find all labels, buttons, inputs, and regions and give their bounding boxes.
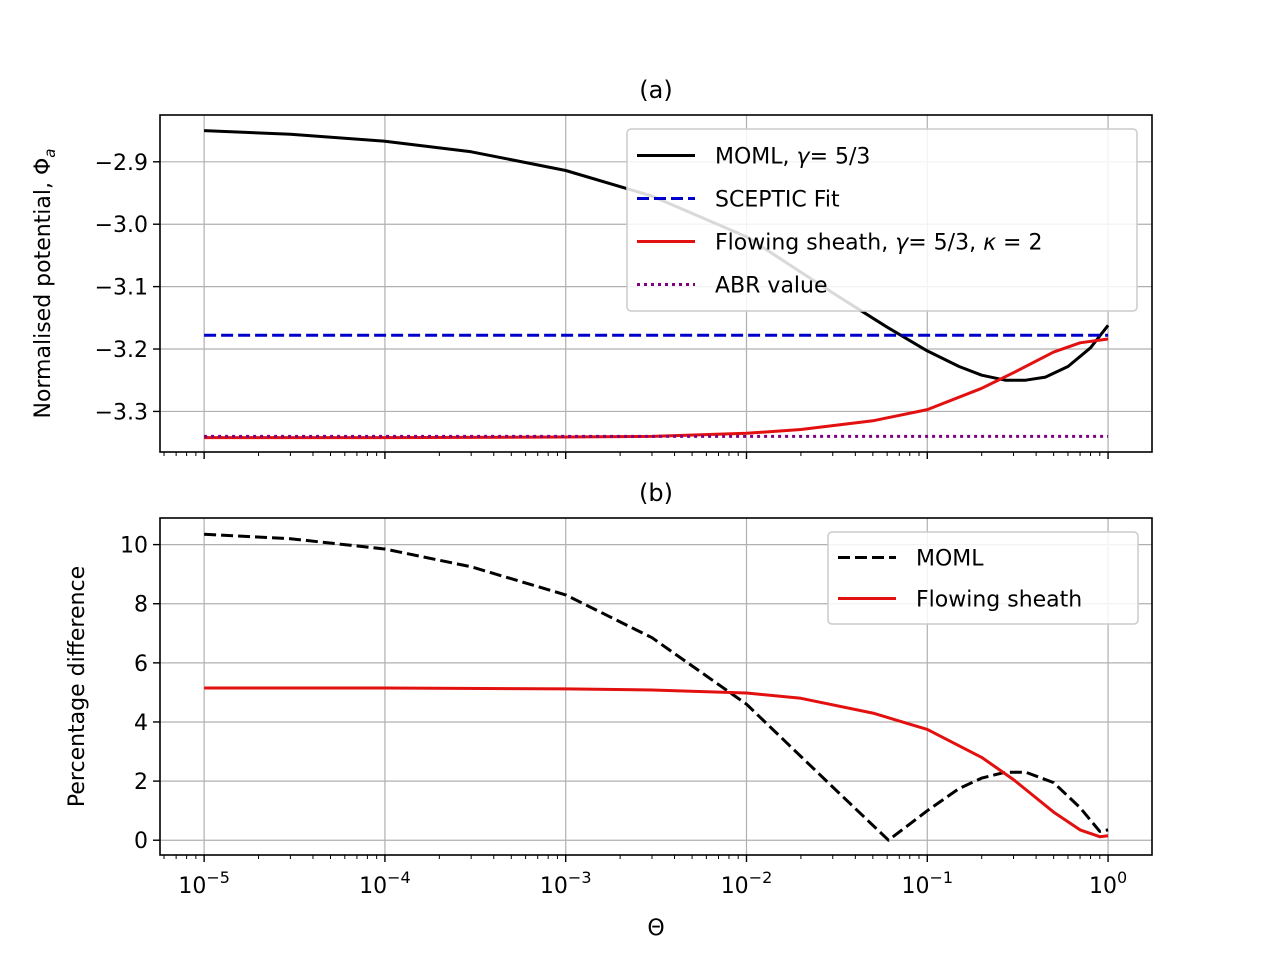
panel-b-frame (159, 517, 1153, 856)
y-tick-label: 2 (134, 770, 148, 795)
panel-a-ticks: −3.3 −3.2 −3.1 −3.0 −2.9 (95, 151, 1109, 459)
panel-b-title: (b) (639, 479, 673, 507)
series-line-1 (204, 129, 1110, 382)
x-tick-label: 10−3 (540, 868, 592, 899)
x-tick-label: 10−5 (178, 868, 230, 899)
panel-b-ticks: 0 2 4 6 8 10 10−5 10−4 10−3 10−2 10−1 100 (120, 534, 1127, 899)
x-tick-label: 100 (1089, 868, 1127, 899)
panel-a: −3.3 −3.2 −3.1 −3.0 −2.9 (a) Normalised pote… (31, 76, 1153, 459)
panel-a-series (204, 129, 1110, 440)
legend-box (827, 531, 1139, 625)
panel-a-frame (159, 114, 1153, 453)
legend-label-2: Flowing sheath (916, 588, 1082, 613)
panel-b-series (204, 532, 1109, 842)
x-tick-label: 10−4 (359, 868, 411, 899)
y-tick-label: −3.3 (95, 400, 148, 425)
y-tick-label: −3.1 (95, 276, 148, 301)
legend-label-4: ABR value (715, 274, 828, 299)
panel-a-legend: MOML, γ= 5/3 SCEPTIC Fit Flowing sheath, γ… (626, 128, 1138, 312)
series-line-3 (204, 337, 1109, 440)
legend-label-1: MOML, γ= 5/3 (715, 145, 870, 170)
panel-b-legend: MOML Flowing sheath (827, 531, 1139, 625)
legend-label-2: SCEPTIC Fit (715, 188, 840, 213)
panel-b: 0 2 4 6 8 10 10−5 10−4 10−3 10−2 10−1 100 (b) Perce… (65, 479, 1153, 941)
series-line-1 (204, 532, 1109, 842)
y-tick-label: −2.9 (95, 151, 148, 176)
y-tick-label: −3.0 (95, 213, 148, 238)
y-tick-label: 0 (134, 829, 148, 854)
x-tick-label: 10−2 (721, 868, 773, 899)
series-line-2 (204, 686, 1109, 839)
legend-box (626, 128, 1138, 312)
panel-a-ylabel: Normalised potential, Φa (31, 148, 59, 418)
legend-label-1: MOML (916, 547, 984, 572)
legend-label-3: Flowing sheath, γ= 5/3, κ = 2 (715, 231, 1042, 256)
y-tick-label: 8 (134, 593, 148, 618)
panel-a-title: (a) (639, 76, 672, 104)
y-tick-label: 10 (120, 534, 148, 559)
panel-b-xlabel: Θ (647, 916, 664, 941)
panel-b-ylabel: Percentage difference (65, 566, 90, 807)
y-tick-label: 4 (134, 711, 148, 736)
y-tick-label: 6 (134, 652, 148, 677)
x-tick-label: 10−1 (901, 868, 953, 899)
y-tick-label: −3.2 (95, 338, 148, 363)
